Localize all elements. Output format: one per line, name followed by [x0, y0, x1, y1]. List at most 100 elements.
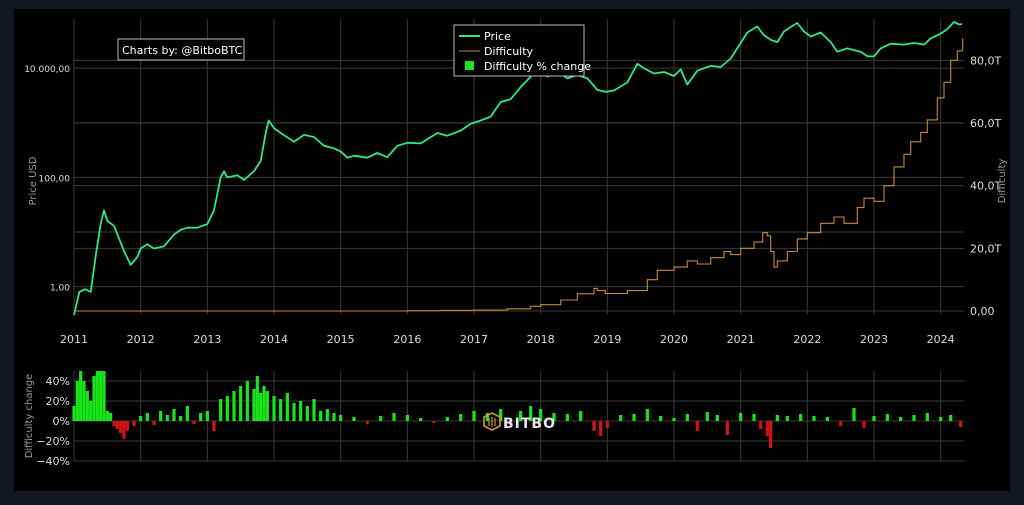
- change-bar: [939, 417, 943, 421]
- change-bar: [89, 401, 93, 421]
- price-line: [73, 21, 963, 316]
- change-bar: [199, 413, 203, 421]
- change-bar: [472, 411, 476, 421]
- legend: Price Difficulty Difficulty % change: [453, 24, 591, 77]
- change-bar: [165, 415, 169, 421]
- chart-panel: 2011 2012 2013 2014 2015 2016 2017 2018 2019 2020…: [14, 9, 1010, 491]
- change-bar: [765, 421, 769, 436]
- change-bar: [332, 413, 336, 421]
- change-bar: [159, 411, 163, 421]
- change-bar: [119, 421, 123, 433]
- change-bar: [319, 411, 323, 421]
- change-tick-label: 40%: [46, 375, 70, 388]
- change-bar: [205, 411, 209, 421]
- change-bar: [519, 411, 523, 421]
- x-tick-label: 2015: [327, 333, 355, 346]
- x-tick-label: 2024: [927, 333, 955, 346]
- change-bar: [785, 416, 789, 421]
- x-tick-label: 2013: [193, 333, 221, 346]
- x-tick-label: 2023: [860, 333, 888, 346]
- change-bar: [92, 376, 96, 421]
- change-bar: [179, 416, 183, 421]
- legend-price-label: Price: [484, 30, 511, 43]
- x-tick-label: 2019: [593, 333, 621, 346]
- change-bar: [255, 376, 259, 421]
- change-bar: [632, 414, 636, 421]
- change-bar: [739, 413, 743, 421]
- change-bar: [432, 421, 436, 423]
- change-bar: [752, 414, 756, 421]
- change-bar: [339, 415, 343, 421]
- price-axis-title: Price USD: [28, 156, 39, 205]
- change-bar: [599, 421, 603, 436]
- change-bar: [125, 421, 129, 431]
- change-bar: [112, 421, 116, 426]
- change-bar: [352, 417, 356, 421]
- price-tick-label: 100,00: [39, 174, 71, 184]
- change-bar: [262, 386, 266, 421]
- change-bar: [392, 413, 396, 421]
- change-bar: [509, 421, 513, 425]
- change-bar: [102, 371, 106, 421]
- change-bar: [799, 414, 803, 421]
- change-bar: [825, 417, 829, 421]
- change-bar: [459, 414, 463, 421]
- price-tick-label: 10.000,00: [24, 65, 70, 75]
- x-tick-label: 2017: [460, 333, 488, 346]
- change-bar: [85, 391, 89, 421]
- change-bar: [619, 415, 623, 421]
- change-tick-label: −40%: [36, 455, 70, 468]
- change-bar: [172, 409, 176, 421]
- change-bar: [445, 417, 449, 421]
- change-bar: [605, 421, 609, 428]
- change-bar: [715, 415, 719, 421]
- change-bar: [645, 409, 649, 421]
- change-bar: [305, 406, 309, 421]
- bitbo-wordmark: BITBO: [503, 416, 556, 432]
- change-bar: [899, 417, 903, 421]
- credit-box: Charts by: @BitboBTC: [117, 38, 245, 61]
- change-bar: [79, 371, 83, 421]
- legend-change-label: Difficulty % change: [484, 60, 591, 73]
- change-bar: [95, 371, 99, 421]
- difficulty-tick-label: 80,0T: [970, 54, 1001, 67]
- x-tick-label: 2016: [393, 333, 421, 346]
- change-bar: [419, 418, 423, 421]
- change-bar: [685, 414, 689, 421]
- x-tick-label: 2018: [527, 333, 555, 346]
- change-bar: [212, 421, 216, 431]
- change-bar: [145, 413, 149, 421]
- change-bar: [579, 411, 583, 421]
- x-tick-label: 2020: [660, 333, 688, 346]
- change-bar: [529, 406, 533, 421]
- difficulty-tick-label: 40,0T: [970, 180, 1001, 193]
- change-bar: [379, 416, 383, 421]
- difficulty-tick-label: 60,0T: [970, 117, 1001, 130]
- change-bar: [725, 421, 729, 435]
- change-bar: [139, 416, 143, 421]
- change-bar: [245, 381, 249, 421]
- change-bar: [265, 391, 269, 421]
- difficulty-change-axis-title: Difficulty change: [24, 374, 35, 459]
- change-bar: [659, 416, 663, 421]
- bars: [72, 371, 963, 448]
- change-bar: [185, 406, 189, 421]
- change-bar: [122, 421, 126, 439]
- bitbo-logo-icon: [483, 412, 501, 431]
- x-tick-label: 2021: [727, 333, 755, 346]
- change-bar: [285, 393, 289, 421]
- change-bar: [225, 396, 229, 421]
- change-bar: [852, 408, 856, 421]
- legend-change-swatch: [465, 61, 474, 70]
- x-tick-label: 2011: [60, 333, 88, 346]
- change-bar: [252, 389, 256, 421]
- change-bar: [312, 399, 316, 421]
- change-bar: [949, 415, 953, 421]
- change-bar: [115, 421, 119, 429]
- difficulty-axis-title: Difficulty: [997, 159, 1008, 204]
- change-bar: [769, 421, 773, 448]
- change-bar: [72, 406, 76, 421]
- grid: [73, 19, 964, 462]
- change-bar: [705, 412, 709, 421]
- change-bar: [872, 416, 876, 421]
